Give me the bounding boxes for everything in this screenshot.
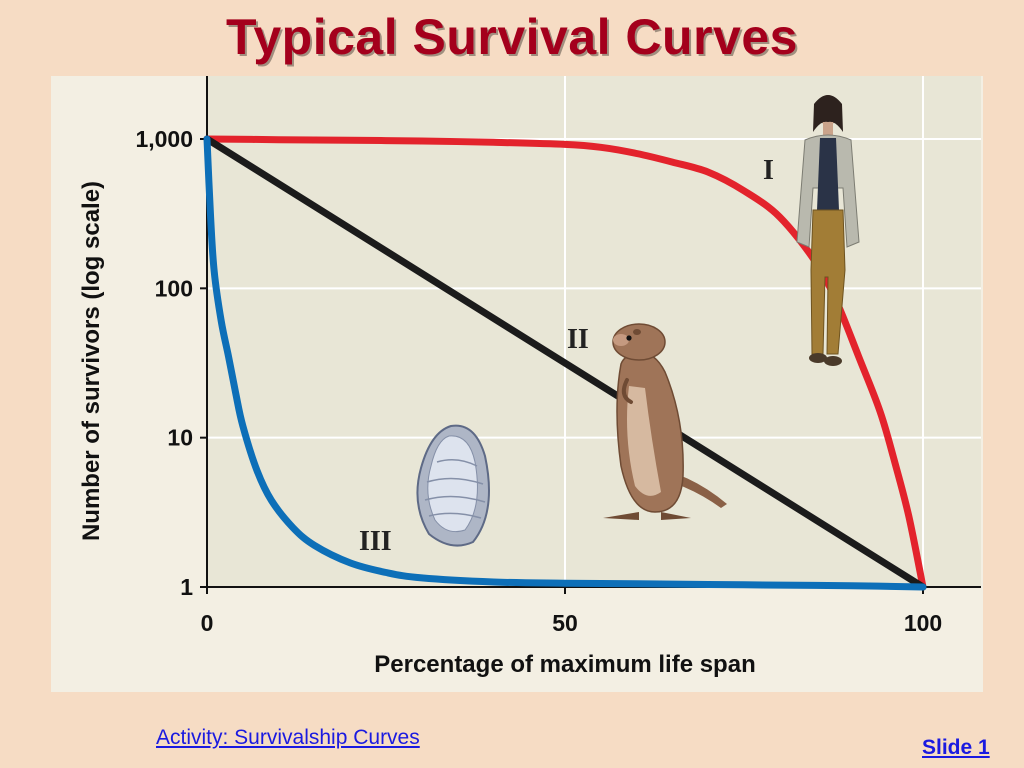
y-tick-label: 1,000 (135, 126, 193, 152)
x-tick-label: 100 (904, 610, 942, 636)
y-tick-label: 100 (155, 275, 193, 301)
survival-curve-type-i (203, 135, 927, 591)
survival-curves-chart: 1 10 100 1,000 0 50 100 Percentage of maximum l… (78, 76, 981, 678)
chart-panel: 1 10 100 1,000 0 50 100 Percentage of maximum l… (51, 76, 983, 692)
survival-curve-type-iii (203, 135, 927, 591)
axis-layer: 1 10 100 1,000 0 50 100 Percentage of maximum l… (78, 76, 981, 678)
ground-squirrel-icon (603, 323, 727, 520)
slide-number-link[interactable]: Slide 1 (922, 736, 990, 759)
curve-label-type-ii: II (567, 324, 589, 355)
y-axis-title: Number of survivors (log scale) (78, 181, 105, 541)
survival-curve-type-ii (203, 135, 927, 591)
curve-label-type-iii: III (359, 526, 392, 557)
x-tick-label: 50 (552, 610, 578, 636)
y-tick-label: 10 (167, 425, 193, 451)
x-axis-title: Percentage of maximum life span (374, 651, 755, 678)
plot-area (207, 76, 981, 587)
slide-title: Typical Survival Curves (226, 9, 798, 65)
label-layer: I II III (359, 155, 774, 557)
activity-link[interactable]: Activity: Survivalship Curves (156, 726, 420, 749)
oyster-shell-icon (416, 424, 490, 547)
y-tick-label: 1 (180, 574, 193, 600)
x-tick-label: 0 (201, 610, 214, 636)
curve-label-type-i: I (763, 155, 774, 186)
human-figure-icon (796, 95, 860, 366)
series-layer (203, 135, 927, 591)
illustration-layer (416, 95, 860, 547)
